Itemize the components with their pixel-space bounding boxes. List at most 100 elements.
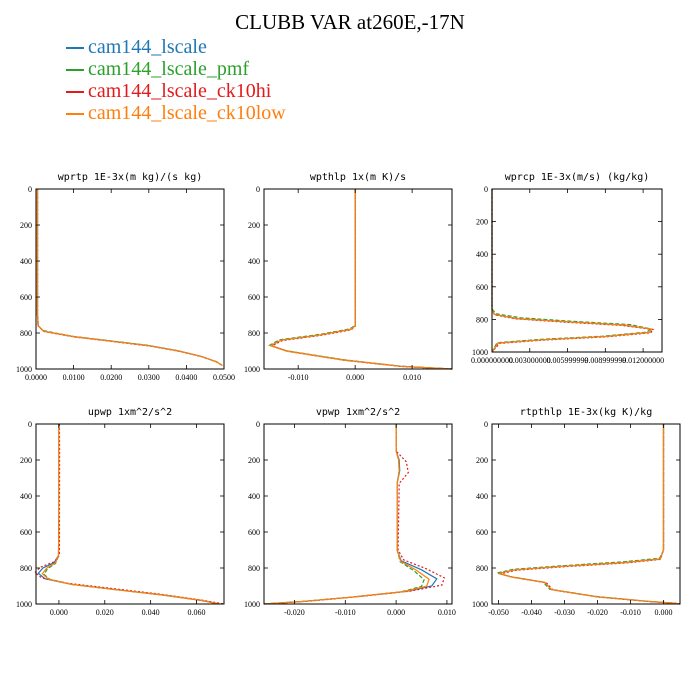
series-line-0-1: [36, 189, 223, 366]
series-line-0-3: [36, 189, 223, 367]
panel-title-1: wpthlp 1x(m K)/s: [310, 172, 406, 183]
y-tick-label-1-2: 400: [248, 257, 260, 266]
series-line-4-1: [263, 424, 425, 605]
series-line-3-1: [43, 424, 220, 605]
x-tick-label-3-3: 0.060: [187, 608, 205, 617]
series-line-2-2: [491, 189, 655, 353]
y-tick-label-5-0: 0: [484, 420, 488, 429]
y-tick-label-2-3: 600: [476, 283, 488, 292]
y-tick-label-3-5: 1000: [16, 600, 32, 609]
y-tick-label-3-2: 400: [20, 492, 32, 501]
y-tick-label-5-4: 800: [476, 564, 488, 573]
y-tick-label-3-1: 200: [20, 456, 32, 465]
panel-title-4: vpwp 1xm^2/s^2: [316, 407, 400, 418]
x-tick-label-0-5: 0.0500: [213, 373, 235, 382]
legend-label-0: cam144_lscale: [88, 36, 207, 58]
x-tick-label-0-4: 0.0400: [175, 373, 197, 382]
y-tick-label-4-0: 0: [256, 420, 260, 429]
legend: cam144_lscale cam144_lscale_pmf cam144_l…: [66, 36, 286, 124]
x-tick-label-4-0: -0.020: [284, 608, 305, 617]
plot-frame-4: [263, 423, 453, 605]
panel-title-5: rtpthlp 1E-3x(kg K)/kg: [520, 407, 652, 418]
panel-2: wprcp 1E-3x(m/s) (kg/kg) 0 200 400 600 800 100…: [471, 172, 664, 365]
series-line-1-2: [270, 189, 453, 370]
series-line-5-1: [496, 424, 681, 605]
y-tick-label-4-1: 200: [248, 456, 260, 465]
x-tick-label-2-4: 0.012000000: [622, 356, 664, 365]
x-tick-label-0-0: 0.0000: [25, 373, 47, 382]
panel-3: upwp 1xm^2/s^2 0 200 400 600 800 1000 0.000 0.02…: [16, 407, 225, 617]
y-tick-label-1-4: 800: [248, 329, 260, 338]
y-tick-label-1-0: 0: [256, 185, 260, 194]
series-line-0-2: [36, 189, 224, 367]
y-tick-label-0-4: 800: [20, 329, 32, 338]
plot-frame-5: [491, 423, 681, 605]
y-tick-label-0-0: 0: [28, 185, 32, 194]
plot-frame-1: [263, 188, 453, 370]
y-tick-label-0-2: 400: [20, 257, 32, 266]
y-tick-label-4-3: 600: [248, 528, 260, 537]
series-line-5-2: [500, 424, 681, 605]
legend-label-1: cam144_lscale_pmf: [88, 58, 250, 80]
x-tick-label-5-4: -0.010: [620, 608, 641, 617]
plot-frame-0: [35, 188, 225, 370]
y-tick-label-0-1: 200: [20, 221, 32, 230]
x-tick-label-0-1: 0.0100: [63, 373, 85, 382]
x-tick-label-5-1: -0.040: [521, 608, 542, 617]
legend-item-1: cam144_lscale_pmf: [66, 58, 286, 80]
series-line-2-1: [491, 189, 653, 353]
y-tick-label-2-5: 1000: [472, 348, 488, 357]
panel-0: wprtp 1E-3x(m kg)/(s kg) 0 200 400 600 800 100…: [16, 172, 235, 382]
y-tick-label-1-1: 200: [248, 221, 260, 230]
x-tick-label-3-0: 0.000: [50, 608, 68, 617]
legend-swatch-3: [66, 113, 84, 116]
y-tick-label-0-3: 600: [20, 293, 32, 302]
panel-4: vpwp 1xm^2/s^2 0 200 400 600 800 1000 -0.020 -0.…: [244, 407, 456, 617]
y-tick-label-5-1: 200: [476, 456, 488, 465]
y-tick-label-4-4: 800: [248, 564, 260, 573]
y-tick-label-4-2: 400: [248, 492, 260, 501]
panel-title-2: wprcp 1E-3x(m/s) (kg/kg): [505, 172, 650, 183]
x-tick-label-2-2: 0.005999999: [547, 356, 589, 365]
panel-1: wpthlp 1x(m K)/s 0 200 400 600 800 1000 -0.010 0…: [244, 172, 453, 382]
x-tick-label-4-1: -0.010: [335, 608, 356, 617]
series-line-3-3: [41, 424, 220, 605]
x-tick-label-0-2: 0.0200: [100, 373, 122, 382]
legend-label-3: cam144_lscale_ck10low: [88, 102, 286, 124]
legend-swatch-1: [66, 69, 84, 72]
y-tick-label-3-4: 800: [20, 564, 32, 573]
series-line-5-0: [498, 424, 681, 605]
y-tick-label-5-5: 1000: [472, 600, 488, 609]
x-tick-label-2-3: 0.008999999: [584, 356, 626, 365]
y-tick-label-5-3: 600: [476, 528, 488, 537]
y-tick-label-2-4: 800: [476, 315, 488, 324]
y-tick-label-2-1: 200: [476, 218, 488, 227]
y-tick-label-2-0: 0: [484, 185, 488, 194]
panel-title-0: wprtp 1E-3x(m kg)/(s kg): [58, 172, 203, 183]
x-tick-label-1-1: 0.000: [346, 373, 364, 382]
series-line-3-2: [33, 423, 225, 605]
series-line-1-0: [269, 189, 453, 370]
series-line-1-1: [268, 189, 453, 370]
legend-label-2: cam144_lscale_ck10hi: [88, 80, 272, 102]
series-line-2-0: [491, 189, 654, 353]
y-tick-label-4-5: 1000: [244, 600, 260, 609]
series-line-4-2: [263, 424, 446, 605]
x-tick-label-5-0: -0.050: [488, 608, 509, 617]
y-tick-label-3-3: 600: [20, 528, 32, 537]
y-tick-label-1-3: 600: [248, 293, 260, 302]
x-tick-label-5-5: 0.000: [655, 608, 673, 617]
y-tick-label-5-2: 400: [476, 492, 488, 501]
series-line-2-3: [491, 189, 654, 353]
x-tick-label-0-3: 0.0300: [138, 373, 160, 382]
x-tick-label-4-3: 0.010: [438, 608, 456, 617]
legend-item-2: cam144_lscale_ck10hi: [66, 80, 286, 102]
legend-item-3: cam144_lscale_ck10low: [66, 102, 286, 124]
y-tick-label-3-0: 0: [28, 420, 32, 429]
x-tick-label-5-2: -0.030: [554, 608, 575, 617]
series-line-0-0: [36, 189, 223, 366]
x-tick-label-2-0: 0.000000000: [471, 356, 513, 365]
series-line-4-3: [263, 424, 430, 605]
plot-frame-2: [491, 188, 663, 353]
